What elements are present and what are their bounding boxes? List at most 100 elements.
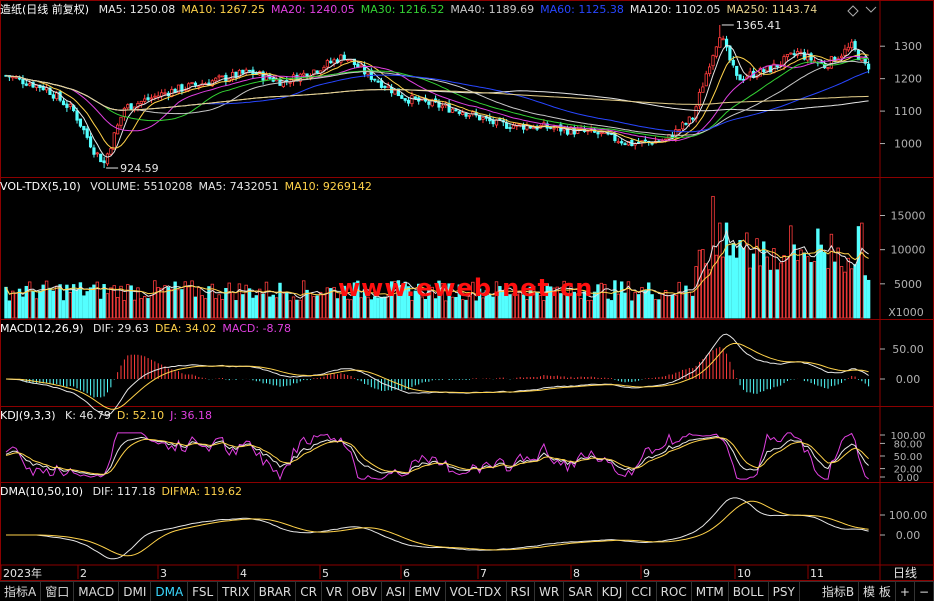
tab-rsi[interactable]: RSI: [507, 582, 536, 601]
tab-emv[interactable]: EMV: [410, 582, 446, 601]
candle-body: [65, 103, 69, 108]
price-indicator: MA10: 1267.25: [181, 3, 266, 16]
tab-psy[interactable]: PSY: [769, 582, 800, 601]
volume-bar: [24, 285, 28, 319]
right-tab-1[interactable]: 模 板: [859, 582, 896, 601]
kdj-tick-label: 100.00: [891, 431, 926, 442]
volume-bar: [471, 281, 475, 319]
volume-indicator: MA5: 7432051: [198, 180, 279, 193]
right-tab-3[interactable]: −: [915, 582, 934, 601]
volume-bar: [210, 283, 215, 319]
tab-cci[interactable]: CCI: [627, 582, 657, 601]
tab-sar[interactable]: SAR: [564, 582, 598, 601]
volume-bar: [268, 296, 272, 319]
ma-line-40: [5, 60, 869, 136]
candle-body: [329, 60, 333, 64]
volume-bar: [51, 290, 56, 319]
volume-bar: [799, 249, 803, 319]
volume-bar: [447, 283, 451, 319]
volume-bar: [166, 287, 171, 319]
tab-obv[interactable]: OBV: [348, 582, 383, 601]
candle-body: [396, 88, 401, 97]
candle-body: [14, 76, 18, 79]
volume-bar: [613, 280, 617, 319]
volume-bar: [853, 264, 857, 319]
volume-bar: [342, 285, 346, 319]
volume-bar: [677, 281, 681, 319]
tab-dma[interactable]: DMA: [151, 582, 189, 601]
volume-bar: [538, 295, 543, 319]
volume-bar: [129, 285, 133, 319]
tab-vol-tdx[interactable]: VOL-TDX: [446, 582, 507, 601]
volume-bar: [288, 300, 292, 319]
volume-bar: [745, 232, 749, 319]
volume-bar: [528, 286, 533, 319]
volume-bar: [325, 287, 330, 319]
dma-indicator-list: DIF: 117.18 DIFMA: 119.62: [93, 485, 248, 498]
volume-bar: [14, 292, 18, 319]
tab-roc[interactable]: ROC: [657, 582, 692, 601]
volume-bar: [866, 279, 871, 319]
tab-dmi[interactable]: DMI: [119, 582, 152, 601]
volume-bar: [843, 271, 847, 319]
tab-cr[interactable]: CR: [296, 582, 322, 601]
tab-kdj[interactable]: KDJ: [598, 582, 628, 601]
volume-bar: [58, 284, 62, 319]
candle-body: [728, 45, 732, 61]
tab-窗口[interactable]: 窗口: [41, 582, 75, 601]
candle-body: [447, 103, 451, 113]
tab-trix[interactable]: TRIX: [218, 582, 255, 601]
candle-body: [406, 99, 411, 104]
candle-body: [21, 78, 25, 85]
tab-指标a[interactable]: 指标A: [0, 582, 42, 601]
kdj-d-line: [5, 437, 869, 475]
candle-body: [846, 46, 850, 51]
price-indicator: MA250: 1143.74: [726, 3, 818, 16]
volume-bar: [721, 256, 725, 319]
volume-bar: [27, 281, 32, 319]
volume-bar: [71, 284, 76, 319]
candle-body: [383, 85, 387, 88]
candle-body: [28, 83, 32, 86]
chart-canvas[interactable]: 1300 1200 1100 1000 1365.41 924.59 15000 10000 5…: [0, 0, 934, 581]
candle-body: [643, 139, 647, 142]
volume-bar: [748, 267, 752, 319]
tab-boll[interactable]: BOLL: [729, 582, 769, 601]
volume-bar: [559, 293, 563, 319]
volume-bar: [596, 284, 600, 319]
candle-body: [88, 136, 93, 148]
right-tab-2[interactable]: +: [896, 582, 915, 601]
volume-bar: [778, 262, 783, 319]
macd-tick-label: 0.00: [896, 373, 921, 386]
x-axis-label: 11: [810, 567, 824, 580]
volume-bar: [136, 287, 140, 319]
tab-vr[interactable]: VR: [322, 582, 348, 601]
volume-bar: [785, 258, 790, 319]
volume-bar: [508, 294, 512, 319]
tab-brar[interactable]: BRAR: [255, 582, 297, 601]
candle-body: [704, 73, 708, 87]
tab-wr[interactable]: WR: [535, 582, 565, 601]
tab-macd[interactable]: MACD: [74, 582, 120, 601]
volume-bar: [308, 292, 313, 319]
volume-bar: [420, 296, 424, 319]
volume-bar: [21, 296, 25, 319]
candle-body: [843, 48, 847, 56]
candle-body: [24, 83, 28, 86]
volume-bar: [122, 300, 127, 319]
tab-fsl[interactable]: FSL: [188, 582, 219, 601]
tab-mtm[interactable]: MTM: [692, 582, 729, 601]
candle-body: [708, 66, 712, 75]
volume-bar: [667, 295, 671, 319]
volume-ma-line-5: [5, 229, 869, 299]
ma-line-20: [5, 55, 869, 142]
candle-body: [521, 124, 526, 130]
volume-bar: [850, 268, 854, 319]
price-indicator-list: MA5: 1250.08 MA10: 1267.25 MA20: 1240.05 MA…: [99, 3, 824, 16]
candle-body: [231, 72, 235, 80]
candle-body: [477, 114, 482, 121]
right-tab-0[interactable]: 指标B: [818, 582, 860, 601]
tab-asi[interactable]: ASI: [382, 582, 411, 601]
candle-body: [684, 123, 688, 125]
volume-bar: [146, 298, 150, 319]
